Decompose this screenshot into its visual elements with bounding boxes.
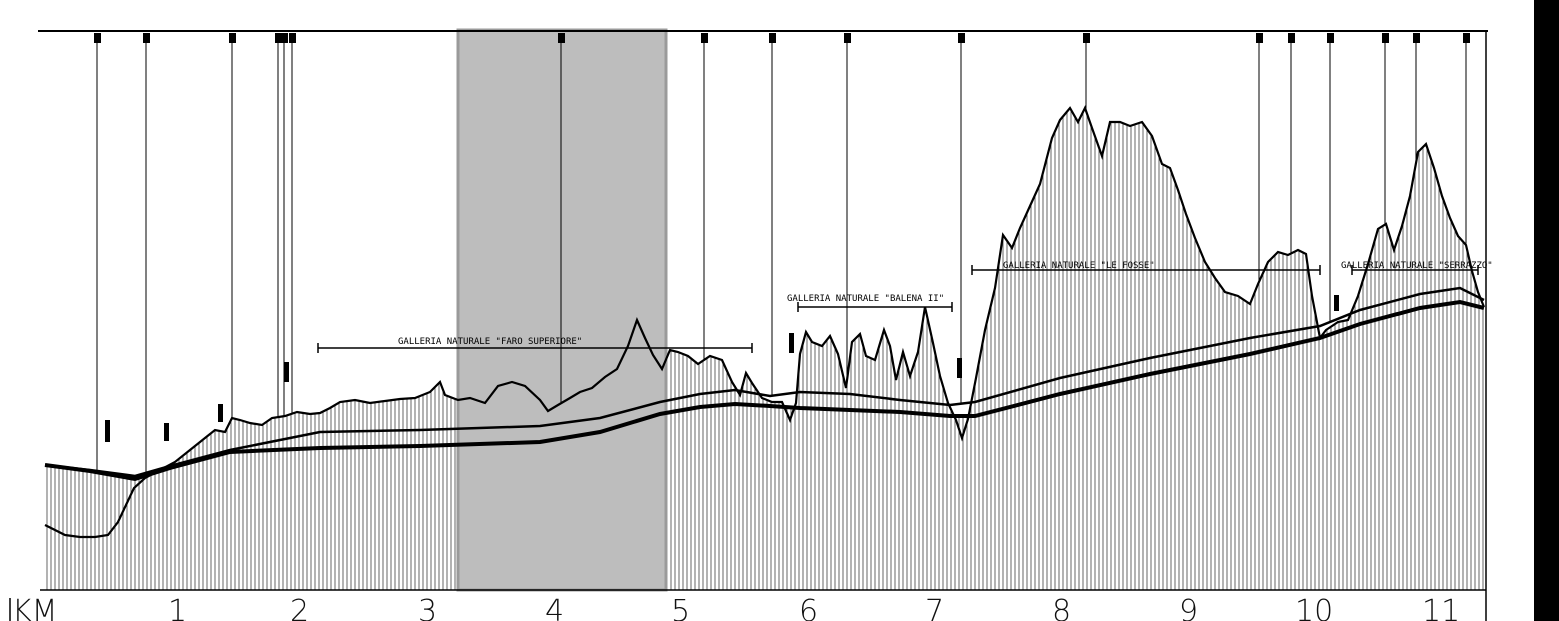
- highlighted-section: [456, 28, 668, 592]
- section-marker: [769, 33, 776, 43]
- tunnel-label-serrazzo: GALLERIA NATURALE "SERRAZZO": [1341, 261, 1493, 271]
- section-marker: [275, 33, 282, 43]
- km-tick-6: 6: [799, 594, 818, 621]
- section-marker: [1327, 33, 1334, 43]
- section-marker: [1288, 33, 1295, 43]
- section-marker: [229, 33, 236, 43]
- tunnel-serrazzo: GALLERIA NATURALE "SERRAZZO": [1341, 261, 1493, 275]
- km-axis: KM 1 2 3 4 5 6 7 8 9 10 11: [9, 594, 1460, 621]
- road-alignment: [44, 286, 1485, 482]
- km-tick-7: 7: [925, 594, 944, 621]
- section-markers: [94, 33, 1470, 473]
- section-marker: [701, 33, 708, 43]
- right-edge-bar: [1534, 0, 1559, 621]
- terrain-profile-line: [44, 105, 1486, 539]
- section-marker: [958, 33, 965, 43]
- km-tick-3: 3: [418, 594, 437, 621]
- section-marker: [1413, 33, 1420, 43]
- tunnel-label-le-fosse: GALLERIA NATURALE "LE FOSSE": [1003, 261, 1155, 271]
- section-marker: [1382, 33, 1389, 43]
- km-tick-11: 11: [1422, 594, 1460, 621]
- section-marker: [281, 33, 288, 43]
- section-marker: [558, 33, 565, 43]
- km-tick-9: 9: [1179, 594, 1198, 621]
- km-tick-8: 8: [1052, 594, 1071, 621]
- section-marker: [1083, 33, 1090, 43]
- km-tick-4: 4: [545, 594, 564, 621]
- section-marker: [289, 33, 296, 43]
- section-marker: [1256, 33, 1263, 43]
- section-marker: [94, 33, 101, 43]
- km-tick-10: 10: [1295, 594, 1333, 621]
- section-marker: [844, 33, 851, 43]
- profile-pins: [105, 295, 1339, 442]
- tunnel-le-fosse: GALLERIA NATURALE "LE FOSSE": [971, 261, 1321, 275]
- tunnel-label-balena-ii: GALLERIA NATURALE "BALENA II": [787, 294, 944, 304]
- section-marker: [1463, 33, 1470, 43]
- tunnel-faro-superiore: GALLERIA NATURALE "FARO SUPERIORE": [317, 337, 753, 353]
- km-axis-label: KM: [12, 594, 58, 621]
- tunnel-balena-ii: GALLERIA NATURALE "BALENA II": [787, 294, 953, 312]
- km-tick-2: 2: [290, 594, 309, 621]
- km-tick-1: 1: [168, 594, 187, 621]
- tunnel-label-faro-superiore: GALLERIA NATURALE "FARO SUPERIORE": [398, 337, 582, 347]
- km-tick-5: 5: [671, 594, 690, 621]
- section-marker: [143, 33, 150, 43]
